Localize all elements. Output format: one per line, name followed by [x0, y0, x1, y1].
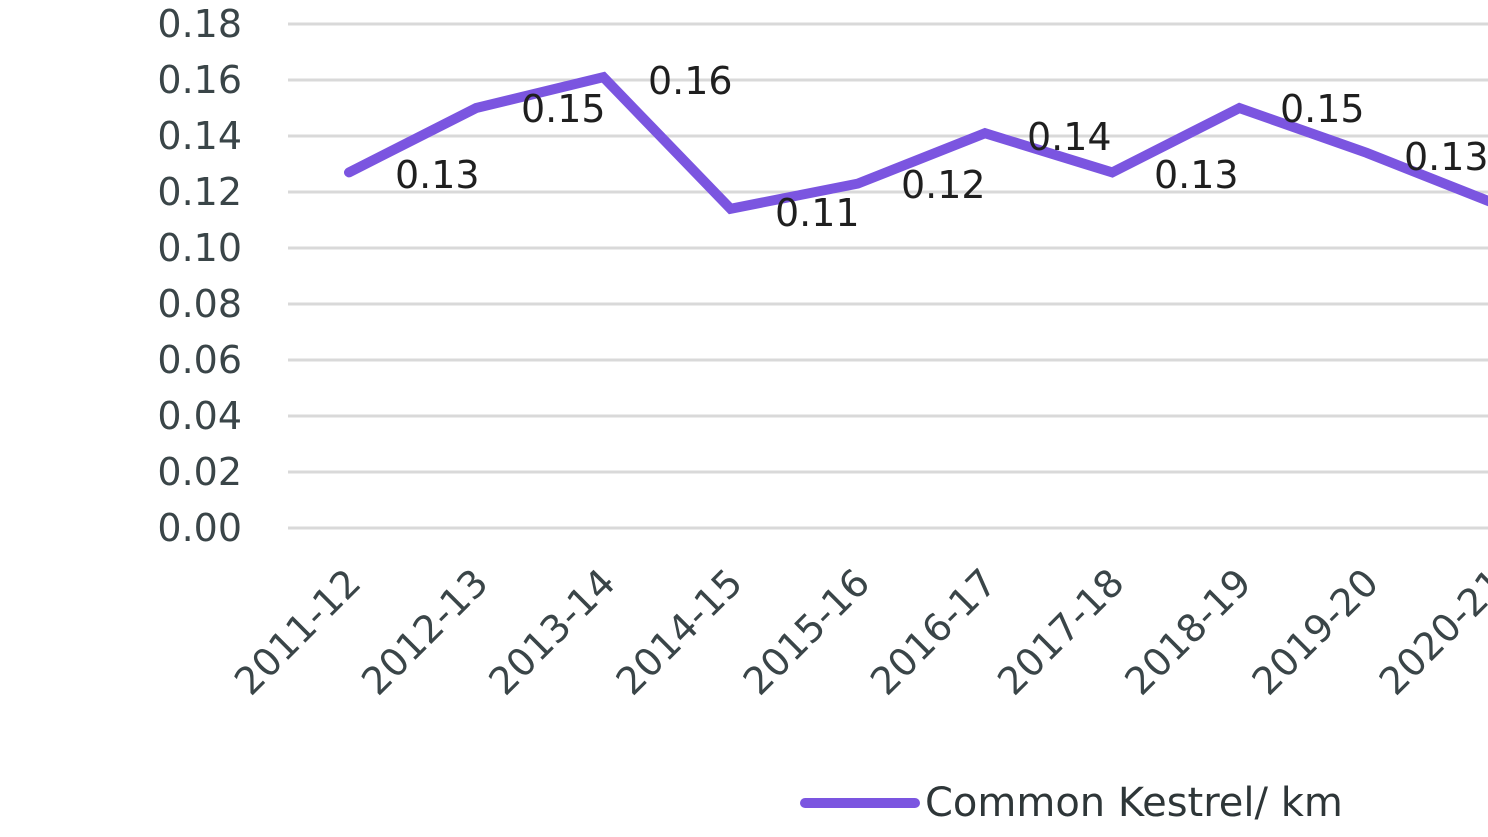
data-label: 0.14	[1027, 115, 1112, 159]
y-tick-label: 0.12	[157, 170, 242, 214]
x-tick-label: 2018-19	[1116, 560, 1259, 703]
x-tick-label: 2020-21	[1371, 560, 1488, 703]
data-label: 0.13	[1404, 135, 1488, 179]
data-label: 0.15	[1280, 87, 1365, 131]
gridlines	[288, 22, 1488, 530]
y-tick-label: 0.16	[157, 58, 242, 102]
data-label: 0.11	[775, 191, 860, 235]
x-tick-label: 2013-14	[480, 560, 623, 703]
data-label: 0.16	[648, 59, 733, 103]
legend-label: Common Kestrel/ km	[925, 780, 1343, 826]
series-layer	[344, 71, 1488, 215]
y-tick-label: 0.08	[157, 282, 242, 326]
y-tick-label: 0.18	[157, 2, 242, 46]
data-label: 0.13	[395, 153, 480, 197]
data-label: 0.13	[1154, 153, 1239, 197]
x-tick-label: 2015-16	[735, 560, 878, 703]
y-tick-label: 0.06	[157, 338, 242, 382]
data-label: 0.15	[521, 87, 606, 131]
y-axis-tick-labels: 0.00 0.02 0.04 0.06 0.08 0.10 0.12 0.14 0.16 0.18	[157, 2, 242, 550]
x-tick-label: 2017-18	[989, 560, 1132, 703]
x-tick-label: 2012-13	[353, 560, 496, 703]
y-tick-label: 0.04	[157, 394, 242, 438]
data-label: 0.12	[901, 163, 986, 207]
x-tick-label: 2016-17	[862, 560, 1005, 703]
y-tick-label: 0.02	[157, 450, 242, 494]
x-axis-tick-labels: 2011-122012-132013-142014-152015-162016-…	[226, 560, 1488, 703]
x-tick-label: 2014-15	[608, 560, 751, 703]
y-tick-label: 0.14	[157, 114, 242, 158]
x-tick-label: 2019-20	[1244, 560, 1387, 703]
data-labels: 0.130.150.160.110.120.140.130.150.130.13	[395, 59, 1488, 235]
legend: Common Kestrel/ km	[800, 780, 1343, 826]
series-line	[344, 71, 1488, 215]
y-tick-label: 0.10	[157, 226, 242, 270]
y-tick-label: 0.00	[157, 506, 242, 550]
x-tick-label: 2011-12	[226, 560, 369, 703]
